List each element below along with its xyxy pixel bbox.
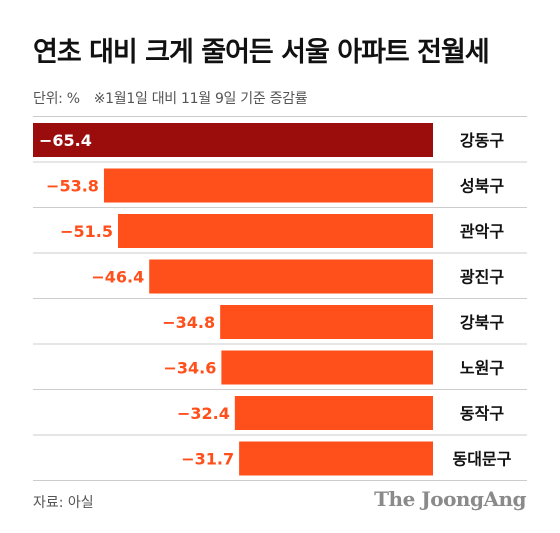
value-label: −34.6	[163, 359, 216, 378]
category-label: 성북구	[460, 177, 504, 196]
note-text: ※1월1일 대비 11월 9일 기준 증감률	[93, 91, 308, 107]
bar	[234, 396, 433, 430]
brand-logo: The JoongAng	[374, 487, 526, 511]
value-label: −31.7	[181, 450, 234, 469]
bar	[33, 123, 433, 157]
bar	[103, 168, 434, 203]
category-label: 관악구	[460, 222, 504, 241]
category-label: 강북구	[460, 313, 504, 332]
value-label: −65.4	[39, 131, 92, 150]
value-label: −46.4	[91, 268, 144, 287]
bar	[118, 214, 433, 248]
source-text: 자료: 아실	[33, 495, 94, 511]
bar	[149, 259, 433, 294]
value-label: −34.8	[162, 313, 215, 332]
unit-label: 단위: %	[33, 91, 80, 107]
category-label: 노원구	[460, 359, 504, 378]
bar	[239, 441, 433, 476]
bar	[221, 350, 433, 385]
category-label: 광진구	[460, 268, 504, 287]
value-label: −53.8	[46, 177, 99, 196]
value-label: −32.4	[177, 404, 230, 423]
bar	[220, 305, 433, 339]
value-label: −51.5	[60, 222, 113, 241]
chart-subtitle: 단위: % ※1월1일 대비 11월 9일 기준 증감률	[33, 88, 308, 108]
category-label: 강동구	[460, 131, 504, 150]
category-label: 동대문구	[453, 450, 512, 469]
chart-title: 연초 대비 크게 줄어든 서울 아파트 전월세	[33, 37, 490, 68]
category-label: 동작구	[460, 404, 504, 423]
